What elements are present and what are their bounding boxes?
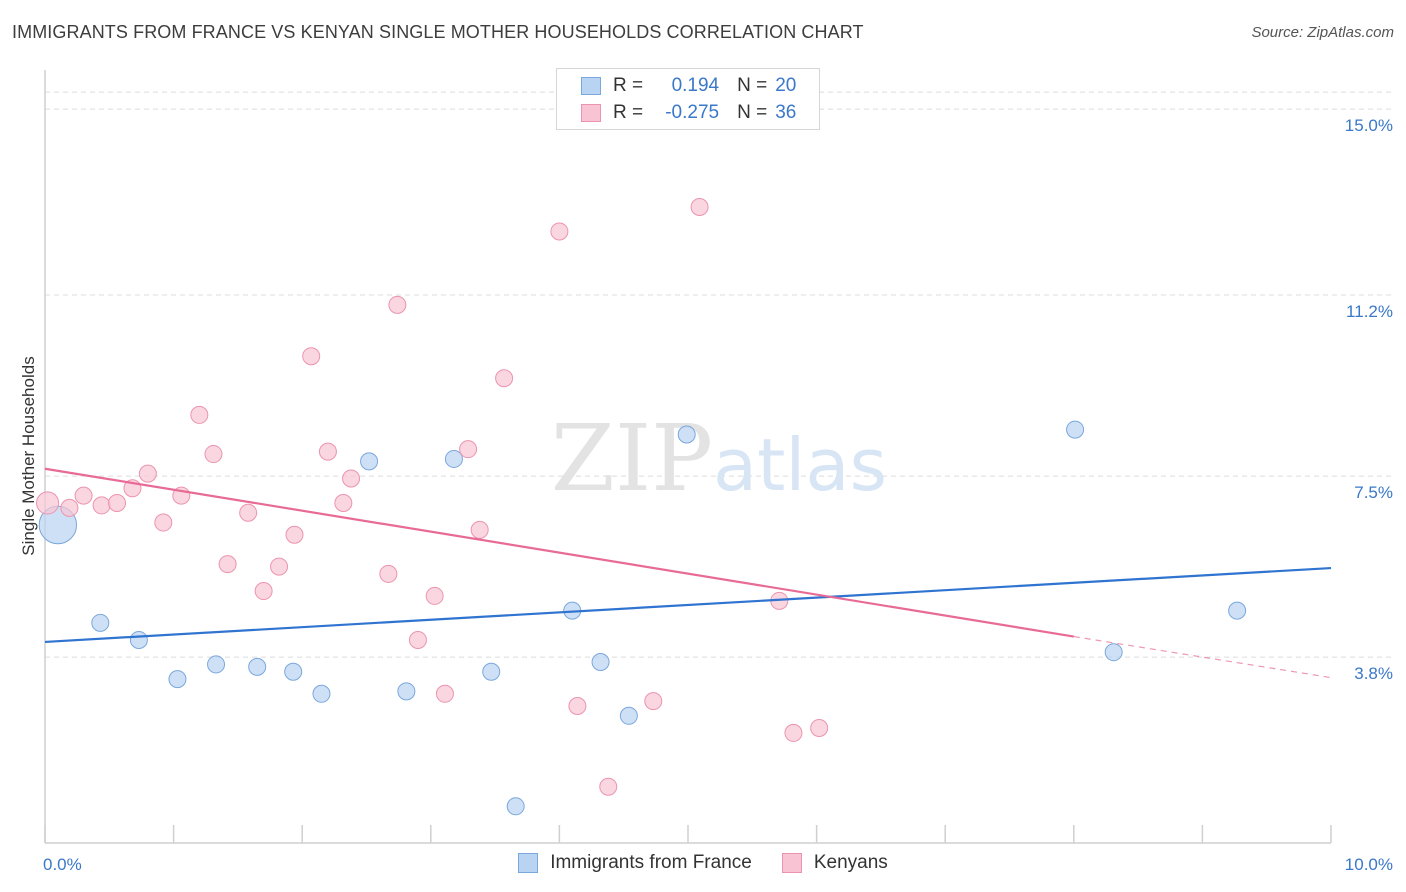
point-kenyans	[190, 405, 209, 424]
point-france	[482, 662, 501, 681]
trend-layer	[44, 467, 1332, 679]
x-tick-label: 0.0%	[43, 855, 82, 874]
watermark-atlas: atlas	[713, 423, 887, 507]
point-kenyans	[334, 493, 353, 512]
point-france	[207, 655, 226, 674]
point-kenyans	[108, 493, 127, 512]
point-france	[444, 449, 463, 468]
y-tick-label: 7.5%	[1354, 483, 1393, 502]
point-kenyans	[270, 557, 289, 576]
legend-row-france: R = 0.194 N = 20	[581, 73, 796, 99]
point-kenyans	[644, 692, 663, 711]
y-axis-label: Single Mother Households	[19, 356, 38, 555]
point-kenyans	[599, 777, 618, 796]
point-kenyans	[425, 586, 444, 605]
legend-swatch-pink	[581, 104, 601, 122]
point-france	[397, 682, 416, 701]
point-kenyans	[138, 464, 157, 483]
point-france	[1228, 601, 1247, 620]
point-kenyans	[239, 503, 258, 522]
point-kenyans	[60, 498, 79, 517]
correlation-legend: R = 0.194 N = 20 R = -0.275 N = 36	[556, 68, 820, 130]
chart-title: IMMIGRANTS FROM FRANCE VS KENYAN SINGLE …	[12, 22, 864, 42]
legend-n-value: 36	[775, 102, 797, 123]
point-kenyans	[568, 697, 587, 716]
legend-n-label: N =	[737, 102, 768, 123]
point-kenyans	[36, 491, 60, 515]
point-france	[284, 662, 303, 681]
point-kenyans	[218, 555, 237, 574]
point-kenyans	[285, 525, 304, 544]
point-kenyans	[470, 520, 489, 539]
series-legend-france: Immigrants from France	[518, 852, 752, 874]
source-credit: Source: ZipAtlas.com	[1251, 24, 1394, 41]
point-france	[619, 706, 638, 725]
point-france	[360, 452, 379, 471]
point-kenyans	[459, 440, 478, 459]
point-kenyans	[254, 582, 273, 601]
point-france	[312, 684, 331, 703]
point-france	[129, 630, 148, 649]
point-kenyans	[784, 723, 803, 742]
point-france	[591, 652, 610, 671]
y-tick-label: 3.8%	[1354, 664, 1393, 683]
point-france	[1104, 643, 1123, 662]
point-kenyans	[318, 442, 337, 461]
point-france	[677, 425, 696, 444]
series-swatch-blue	[518, 853, 539, 873]
label-layer: 3.8% 7.5% 11.2% 15.0% 0.0% 10.0% Single Mother…	[19, 116, 1393, 874]
point-france	[248, 657, 267, 676]
watermark-zip: ZIP	[551, 405, 713, 512]
point-kenyans	[204, 445, 223, 464]
point-france	[506, 797, 525, 816]
point-kenyans	[379, 564, 398, 583]
legend-r-label: R =	[613, 75, 644, 96]
watermark: ZIP atlas	[551, 405, 887, 512]
legend-row-kenyans: R = -0.275 N = 36	[581, 100, 796, 126]
point-france	[1066, 420, 1085, 439]
point-kenyans	[495, 369, 514, 388]
point-france	[91, 613, 110, 632]
point-kenyans	[92, 496, 111, 515]
legend-r-value: -0.275	[665, 102, 720, 123]
series-legend-kenyans: Kenyans	[781, 852, 888, 874]
point-kenyans	[302, 347, 321, 366]
point-kenyans	[690, 197, 709, 216]
point-kenyans	[342, 469, 361, 488]
point-kenyans	[408, 630, 427, 649]
series-name-kenyans: Kenyans	[813, 852, 888, 873]
point-kenyans	[74, 486, 93, 505]
point-france	[168, 670, 187, 689]
legend-n-label: N =	[737, 75, 768, 96]
legend-swatch-blue	[581, 77, 601, 95]
legend-r-label: R =	[613, 102, 644, 123]
point-kenyans	[154, 513, 173, 532]
trend-line-kenyans	[44, 467, 1074, 638]
y-tick-label: 11.2%	[1346, 302, 1393, 321]
point-kenyans	[810, 719, 829, 738]
series-swatch-pink	[781, 853, 802, 873]
y-tick-label: 15.0%	[1345, 116, 1393, 135]
series-legend: Immigrants from France Kenyans	[0, 852, 1406, 874]
point-kenyans	[388, 295, 407, 314]
legend-n-value: 20	[775, 75, 797, 96]
series-name-france: Immigrants from France	[550, 852, 752, 873]
legend-r-value: 0.194	[671, 75, 720, 96]
x-tick-label: 10.0%	[1345, 855, 1393, 874]
axis-layer	[44, 70, 1332, 844]
point-kenyans	[550, 222, 569, 241]
grid-layer	[45, 91, 1393, 658]
trend-line-france	[44, 566, 1332, 644]
point-kenyans	[435, 684, 454, 703]
